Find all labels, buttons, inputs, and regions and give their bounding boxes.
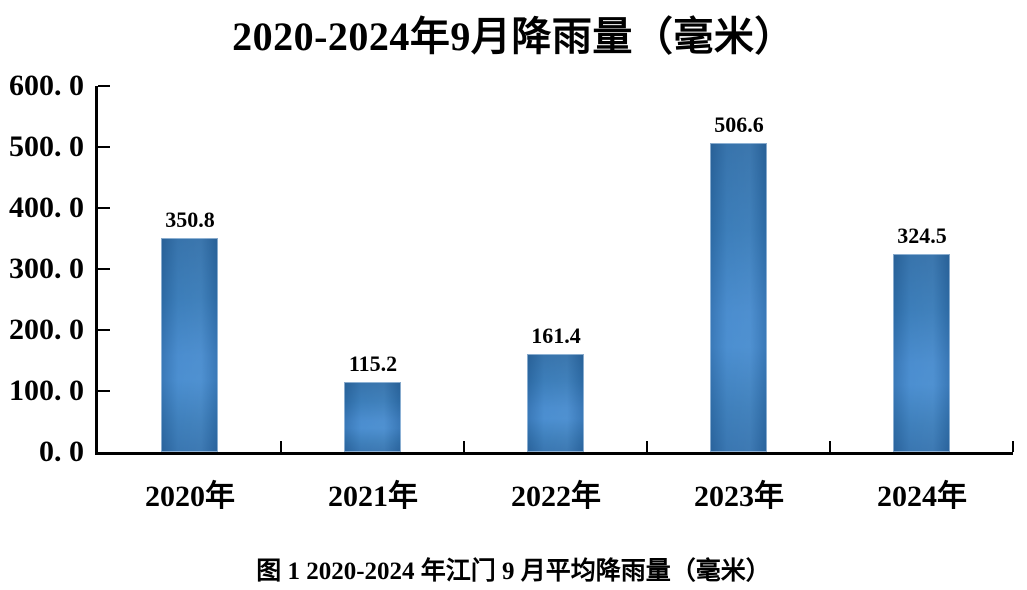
y-axis-tick-mark bbox=[98, 207, 110, 209]
y-axis-tick-label: 600. 0 bbox=[9, 69, 84, 102]
x-axis-label-2024: 2024年 bbox=[877, 480, 967, 513]
x-axis-tick-mark bbox=[463, 441, 465, 452]
bar-2020 bbox=[161, 238, 218, 452]
bar-2024 bbox=[893, 254, 950, 452]
x-axis-tick-mark bbox=[646, 441, 648, 452]
y-axis-tick-mark bbox=[98, 329, 110, 331]
y-axis-tick-mark bbox=[98, 85, 110, 87]
y-axis-tick-label: 500. 0 bbox=[9, 130, 84, 163]
bar-value-label-2022: 161.4 bbox=[531, 323, 581, 348]
x-axis-label-2023: 2023年 bbox=[694, 480, 784, 513]
y-axis-tick-mark bbox=[98, 390, 110, 392]
x-axis-tick-mark bbox=[829, 441, 831, 452]
bar-value-label-2021: 115.2 bbox=[348, 351, 398, 376]
y-axis-tick-label: 100. 0 bbox=[9, 374, 84, 407]
y-axis bbox=[95, 86, 98, 455]
y-axis-tick-mark bbox=[98, 268, 110, 270]
bar-value-label-2020: 350.8 bbox=[165, 207, 215, 232]
bar-value-label-2023: 506.6 bbox=[714, 112, 764, 137]
bar-value-label-2024: 324.5 bbox=[897, 223, 947, 248]
y-axis-tick-label: 200. 0 bbox=[9, 313, 84, 346]
x-axis bbox=[95, 452, 1013, 455]
x-axis-label-2022: 2022年 bbox=[511, 480, 601, 513]
x-axis-label-2020: 2020年 bbox=[145, 480, 235, 513]
y-axis-tick-label: 300. 0 bbox=[9, 252, 84, 285]
figure-caption: 图 1 2020-2024 年江门 9 月平均降雨量（毫米） bbox=[256, 558, 771, 585]
y-axis-tick-label: 400. 0 bbox=[9, 191, 84, 224]
x-axis-label-2021: 2021年 bbox=[328, 480, 418, 513]
x-axis-tick-mark bbox=[280, 441, 282, 452]
chart-title: 2020-2024年9月降雨量（毫米） bbox=[232, 14, 795, 59]
y-axis-tick-mark bbox=[98, 146, 110, 148]
x-axis-tick-mark bbox=[1012, 441, 1014, 452]
y-axis-tick-label: 0. 0 bbox=[39, 435, 84, 468]
bar-2023 bbox=[710, 143, 767, 452]
bar-2022 bbox=[527, 354, 584, 452]
bar-2021 bbox=[344, 382, 401, 452]
